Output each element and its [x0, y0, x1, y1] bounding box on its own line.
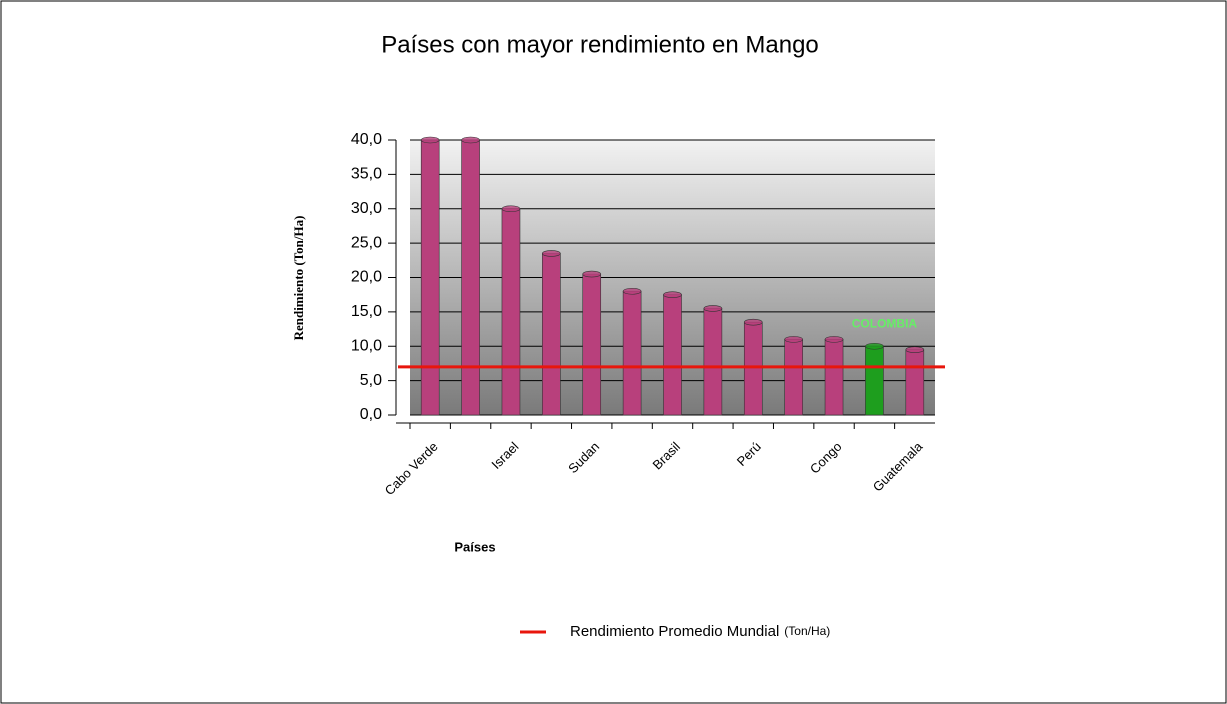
y-tick-label: 20,0	[351, 269, 382, 286]
bar-top	[461, 136, 480, 144]
y-tick-label: 40,0	[351, 131, 382, 148]
y-tick-label: 15,0	[351, 303, 382, 320]
y-axis-label: Rendimiento (Ton/Ha)	[291, 216, 306, 341]
y-tick-label: 30,0	[351, 200, 382, 217]
bar	[865, 345, 884, 416]
bar-top	[622, 287, 642, 295]
bar-top	[420, 136, 440, 144]
bar	[582, 273, 602, 416]
bar	[501, 208, 521, 416]
legend-unit: (Ton/Ha)	[784, 624, 830, 638]
bar-top	[824, 336, 844, 343]
bar	[542, 253, 561, 416]
bar-top	[905, 346, 925, 353]
bar-top	[743, 318, 763, 326]
bar	[824, 339, 844, 416]
bar-top	[501, 205, 521, 213]
bar	[905, 349, 925, 416]
bar	[743, 321, 763, 416]
legend-label: Rendimiento Promedio Mundial (Ton/Ha)	[570, 623, 830, 640]
bar	[461, 139, 480, 416]
legend-name: Rendimiento Promedio Mundial	[570, 623, 779, 640]
bar-top	[865, 342, 884, 350]
y-tick-label: 25,0	[351, 234, 382, 251]
chart-title: Países con mayor rendimiento en Mango	[381, 31, 819, 58]
bar-top	[784, 336, 803, 343]
y-tick-label: 35,0	[351, 166, 382, 183]
bar	[663, 294, 682, 416]
y-tick-label: 5,0	[360, 372, 382, 389]
bar	[703, 308, 723, 416]
bar-top	[663, 291, 682, 298]
y-tick-label: 10,0	[351, 337, 382, 354]
x-axis-label: Países	[454, 539, 495, 554]
annotation: COLOMBIA	[852, 316, 918, 330]
bar-top	[582, 270, 602, 278]
bar	[622, 290, 642, 416]
y-tick-label: 0,0	[360, 406, 382, 423]
bar	[420, 139, 440, 416]
bar	[784, 339, 803, 416]
bar-top	[703, 305, 723, 312]
bar-top	[542, 250, 561, 257]
